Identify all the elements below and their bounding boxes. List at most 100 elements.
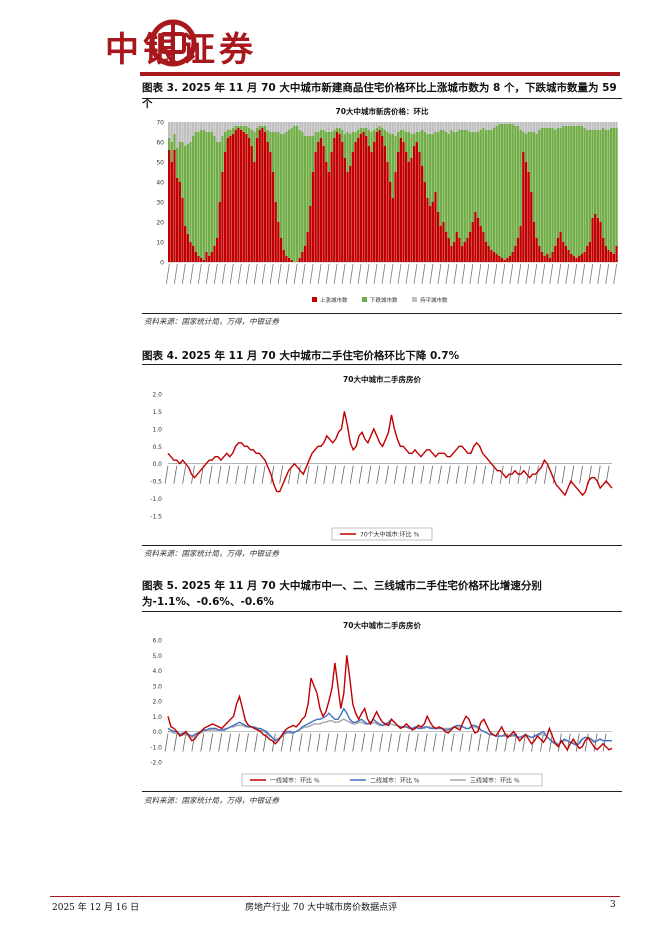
bar-up (183, 226, 187, 262)
x-tick-label (269, 263, 274, 285)
chart-3-title: 70大中城市二手房房价 (343, 621, 421, 630)
bar-up (197, 256, 200, 262)
bar-up (253, 162, 256, 262)
legend-label: 上涨城市数 (320, 296, 348, 304)
x-tick-label (323, 465, 328, 484)
bar-down (407, 132, 411, 162)
x-tick-label (349, 465, 354, 484)
bar-down (194, 132, 197, 252)
bar-down (482, 128, 485, 232)
bar-down (263, 126, 267, 132)
bar-flat (596, 122, 600, 130)
bar-flat (381, 122, 384, 128)
y-tick-label: 4.0 (152, 668, 162, 675)
bar-flat (418, 122, 421, 132)
bar-flat (277, 122, 280, 132)
x-tick-label (557, 263, 562, 285)
chart-3-secondhand-tier-cities: -2.0 -1.0 0.0 1.0 2.0 3.0 4.0 5.0 6.0 一线城市：环比 % 二线… (150, 638, 613, 787)
x-tick-label (218, 733, 223, 752)
bar-flat (426, 122, 429, 134)
bar-up (396, 152, 400, 262)
bar-flat (354, 122, 357, 132)
bar-flat (540, 122, 544, 128)
bar-up (436, 212, 440, 262)
bar-flat (415, 122, 418, 132)
bar-up (562, 242, 565, 262)
bar-down (559, 128, 562, 232)
bar-up (386, 162, 389, 262)
bar-down (197, 132, 200, 256)
x-tick-label (543, 465, 548, 484)
bar-flat (223, 122, 227, 132)
header-rule (140, 72, 620, 76)
bar-down (460, 130, 464, 246)
bar-up (452, 242, 456, 262)
bar-flat (306, 122, 309, 136)
bar-flat (205, 122, 208, 132)
bar-down (474, 132, 477, 212)
bar-flat (503, 122, 506, 124)
bar-flat (522, 122, 525, 132)
bar-flat (559, 122, 562, 128)
y-tick-label: 0.0 (152, 729, 162, 736)
bar-flat (274, 122, 277, 132)
bar-flat (412, 122, 416, 134)
x-tick-label (589, 263, 594, 285)
x-tick-label (209, 733, 214, 752)
x-tick-label (173, 465, 178, 484)
y-tick-label: 0.5 (152, 444, 162, 451)
bar-flat (570, 122, 573, 126)
bar-down (426, 134, 429, 198)
bar-up (559, 232, 562, 262)
x-tick-label (477, 263, 482, 285)
bar-up (599, 222, 602, 262)
bar-up (194, 252, 197, 262)
figure-4-bottom-rule (142, 545, 622, 546)
bar-down (279, 134, 283, 238)
bar-up (191, 246, 195, 262)
bar-flat (383, 122, 387, 130)
bar-up (298, 258, 301, 262)
x-tick-label (379, 733, 383, 752)
x-tick-label (182, 733, 187, 752)
bar-up (490, 250, 493, 262)
legend-swatch (412, 297, 417, 302)
bar-up (450, 246, 453, 262)
x-tick-label (453, 263, 458, 285)
y-tick-label: 40 (156, 180, 164, 187)
bar-flat (325, 122, 328, 132)
bar-up (564, 246, 568, 262)
bar-down (524, 134, 528, 162)
bar-down (476, 132, 480, 218)
bar-flat (199, 122, 203, 130)
bar-up (346, 172, 349, 262)
x-tick-label (173, 733, 178, 752)
x-tick-label (305, 465, 310, 484)
bar-down (250, 130, 253, 146)
bar-down (271, 132, 275, 172)
bar-flat (322, 122, 325, 130)
bar-down (370, 132, 373, 152)
x-tick-label (279, 465, 284, 484)
bar-up (444, 232, 448, 262)
bar-flat (343, 122, 347, 134)
bar-up (269, 152, 272, 262)
bar-flat (168, 122, 171, 138)
bar-flat (245, 122, 248, 126)
bar-flat (287, 122, 291, 130)
bar-down (191, 136, 195, 246)
bar-down (479, 130, 482, 226)
y-tick-label: -0.5 (150, 479, 162, 486)
bar-up (178, 182, 182, 262)
bar-flat (450, 122, 453, 130)
bar-flat (386, 122, 389, 132)
bar-up (575, 258, 578, 262)
bar-flat (181, 122, 184, 142)
x-tick-label (333, 263, 338, 285)
figure-3-title: 图表 3. 2025 年 11 月 70 大中城市新建商品住宅价格环比上涨城市数… (142, 82, 617, 110)
bar-down (439, 130, 442, 226)
bar-flat (508, 122, 512, 124)
bar-up (466, 238, 469, 262)
x-tick-label (341, 263, 346, 285)
chart-2-title: 70大中城市二手房房价 (343, 375, 421, 384)
